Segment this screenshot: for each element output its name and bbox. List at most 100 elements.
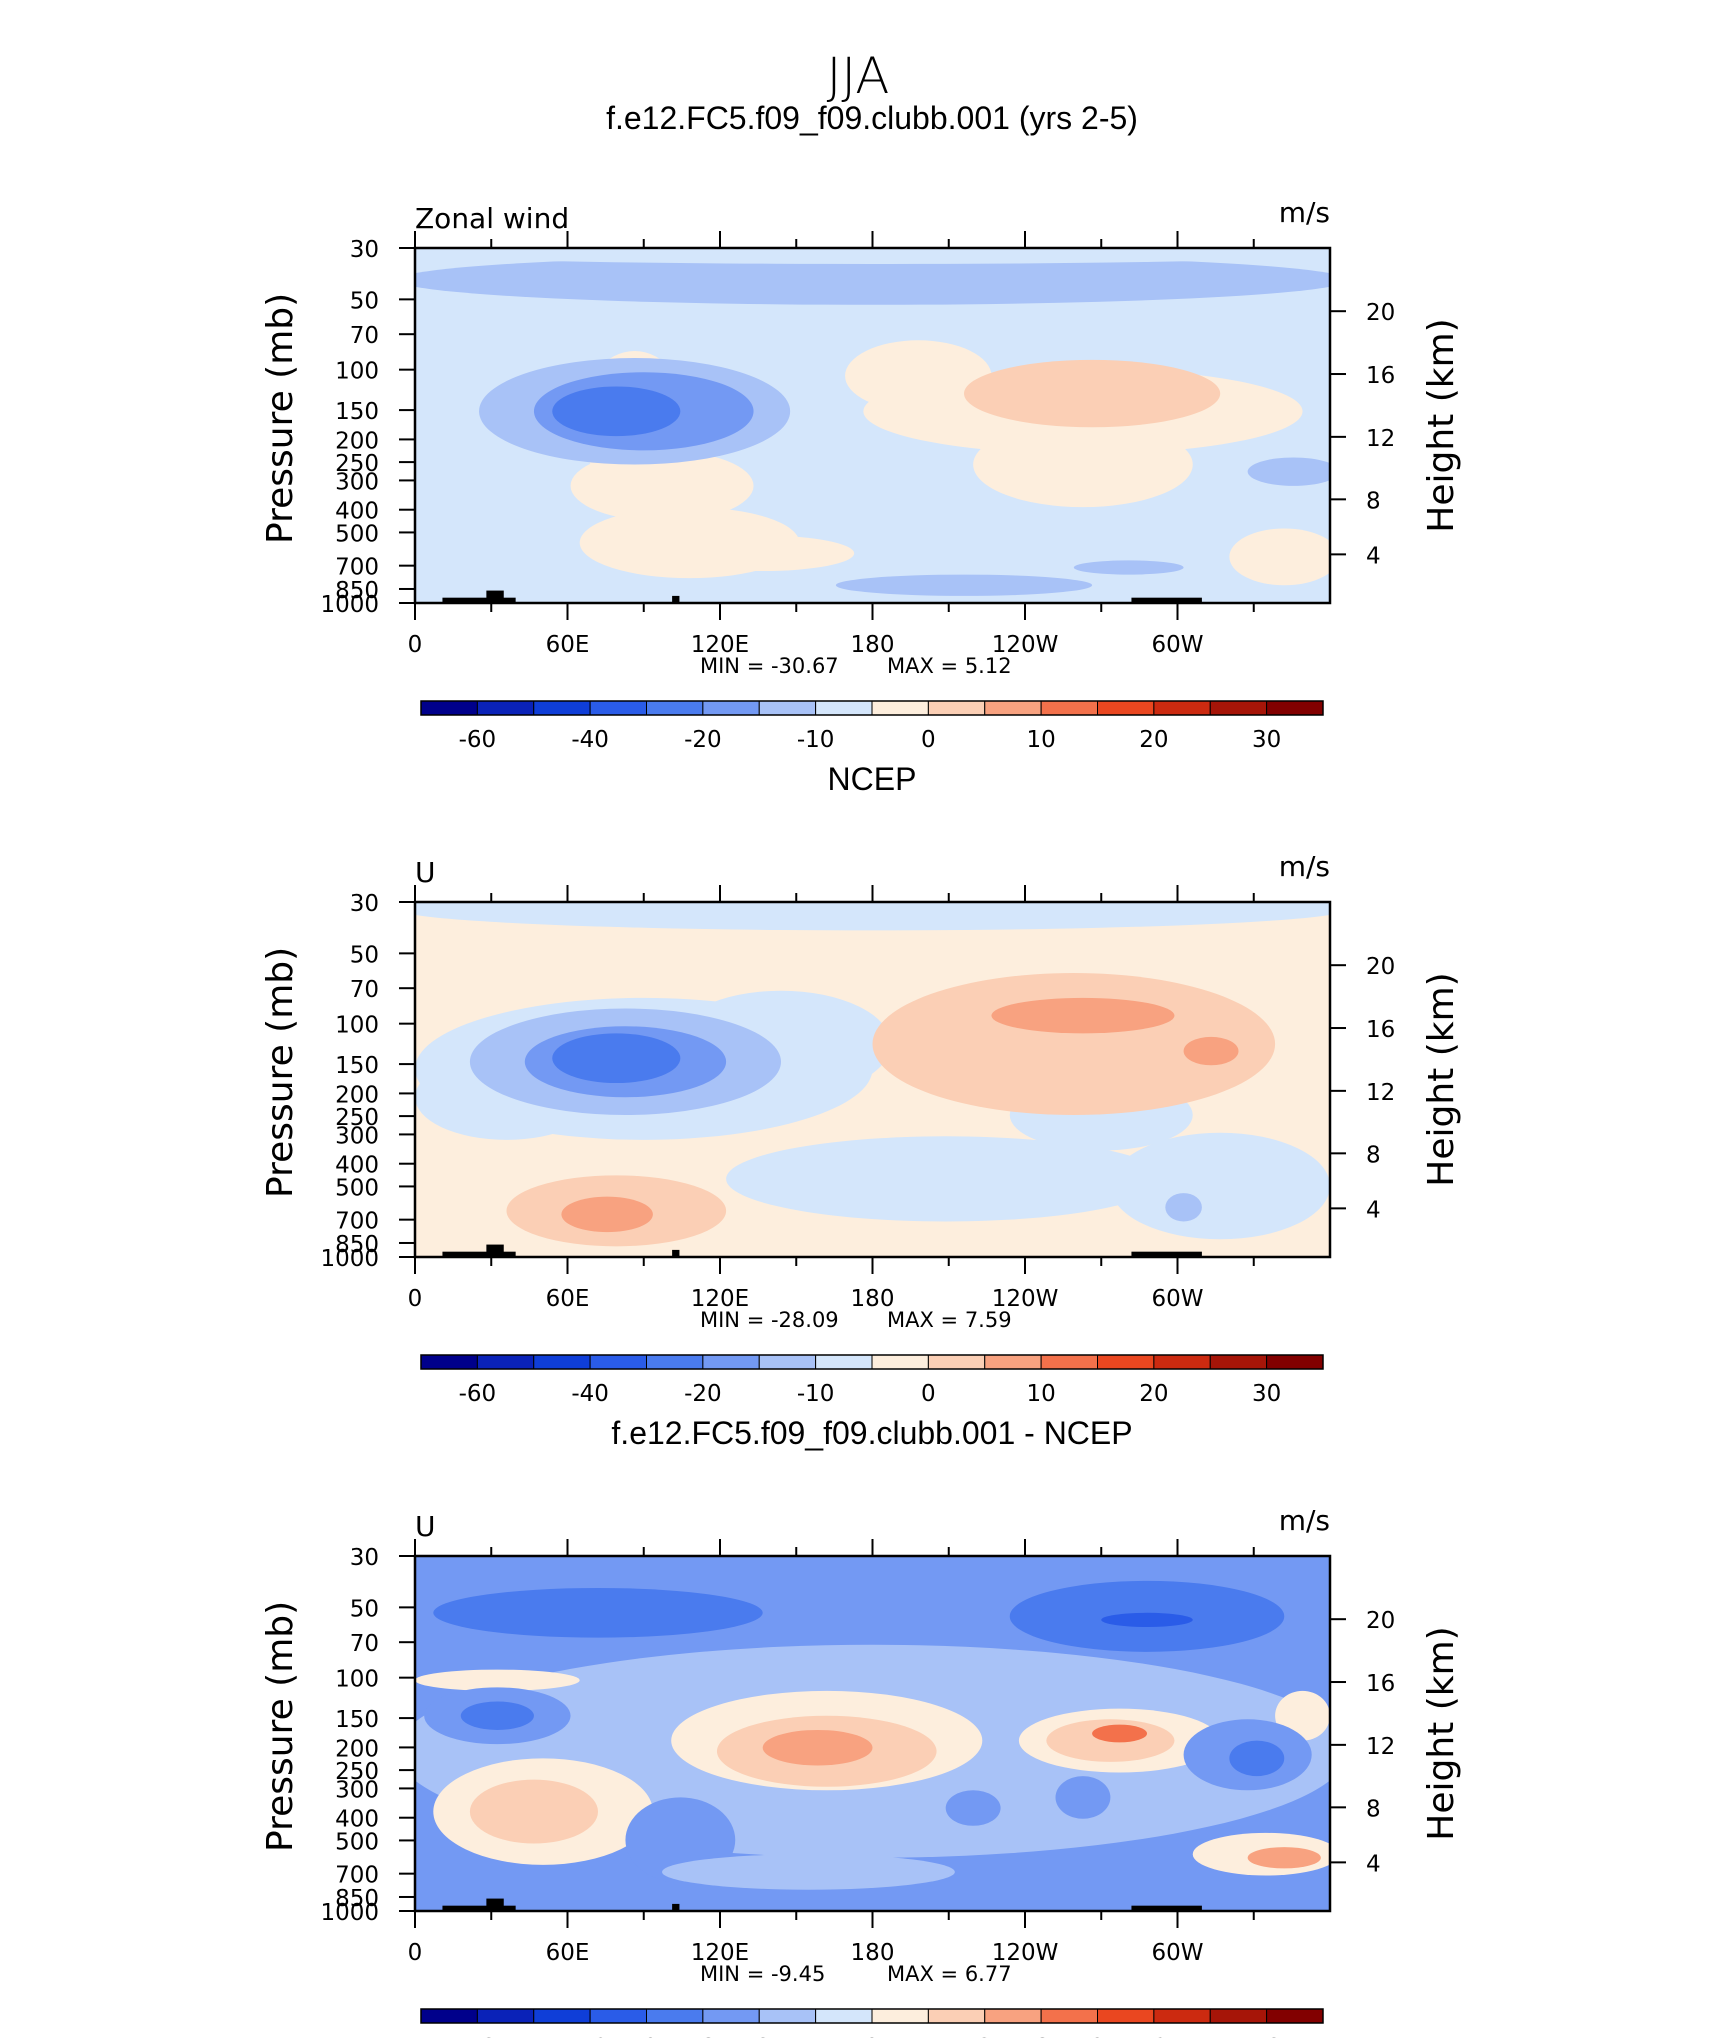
topography	[1131, 1251, 1202, 1257]
y-tick-label: 850	[335, 1232, 379, 1258]
units-label: m/s	[1279, 196, 1330, 229]
x-tick-label: 0	[408, 1286, 423, 1312]
colorbar-box	[420, 700, 478, 716]
y-tick-label: 700	[335, 555, 379, 581]
colorbar-frame	[420, 1354, 1324, 1370]
y-tick-label: 700	[335, 1863, 379, 1889]
colorbar-label: 30	[1252, 1381, 1281, 1407]
contour-region	[570, 450, 754, 522]
topography	[486, 590, 504, 603]
y-tick-label: 300	[335, 1123, 379, 1149]
panel-title: f.e12.FC5.f09_f09.clubb.001 - NCEP	[611, 1415, 1132, 1451]
x-tick-label: 120E	[691, 1940, 749, 1966]
contour-region	[415, 255, 1330, 305]
topography	[672, 1903, 680, 1911]
x-tick-label: 60E	[546, 1940, 590, 1966]
contour-region	[415, 1669, 580, 1691]
y2-tick-label: 20	[1366, 300, 1395, 326]
contour-region	[726, 1136, 1166, 1222]
y2-axis-label: Height (km)	[1421, 1626, 1462, 1840]
colorbar-label: -40	[571, 727, 609, 753]
y-axis-label: Pressure (mb)	[260, 293, 301, 544]
colorbar-box	[871, 2008, 929, 2024]
variable-label: Zonal wind	[415, 202, 569, 235]
colorbar-box	[702, 700, 760, 716]
colorbar-label: -1	[804, 2035, 827, 2038]
colorbar-label: -9	[635, 2035, 658, 2038]
colorbar-label: -10	[797, 1381, 835, 1407]
colorbar-label: 18	[1252, 2035, 1281, 2038]
y-tick-label: 70	[350, 977, 379, 1003]
topography	[672, 1249, 680, 1257]
colorbar-box	[927, 2008, 986, 2024]
y2-axis-label: Height (km)	[1421, 972, 1462, 1186]
colorbar-box	[815, 2008, 873, 2024]
colorbar-label: -20	[684, 1381, 722, 1407]
colorbar-box	[927, 700, 986, 716]
colorbar-box	[1040, 700, 1098, 716]
contour-region	[762, 1729, 873, 1766]
colorbar-label: 10	[1026, 727, 1055, 753]
colorbar-box	[984, 1354, 1042, 1370]
colorbar-label: 12	[1139, 2035, 1168, 2038]
contour-region	[433, 1587, 763, 1638]
colorbar-label: -20	[684, 727, 722, 753]
colorbar-box	[420, 2008, 478, 2024]
y-tick-label: 1000	[320, 592, 379, 618]
panel-title: NCEP	[828, 761, 917, 797]
colorbar-box	[927, 1354, 986, 1370]
colorbar-label: -60	[459, 727, 497, 753]
colorbar-label: 0	[921, 727, 936, 753]
contour-region	[1247, 1847, 1321, 1869]
y-tick-label: 500	[335, 521, 379, 547]
topography	[672, 595, 680, 603]
x-tick-label: 120W	[992, 632, 1059, 658]
y-axis-label: Pressure (mb)	[260, 1601, 301, 1852]
colorbar-label: -18	[459, 2035, 497, 2038]
y2-tick-label: 8	[1366, 488, 1381, 514]
y-tick-label: 150	[335, 1707, 379, 1733]
colorbar-label: 0	[865, 2035, 880, 2038]
y-tick-label: 100	[335, 359, 379, 385]
contour-region	[1092, 1724, 1148, 1743]
colorbar-box	[1153, 2008, 1211, 2024]
contour-region	[973, 421, 1193, 508]
colorbar-box	[589, 1354, 647, 1370]
colorbar-label: -10	[797, 727, 835, 753]
colorbar-box	[758, 2008, 817, 2024]
colorbar-label: -60	[459, 1381, 497, 1407]
chart-panel-3: f.e12.FC5.f09_f09.clubb.001 - NCEP 0 60E 12…	[260, 1415, 1462, 2038]
contour-region	[1055, 1776, 1111, 1819]
variable-label: U	[415, 1510, 436, 1543]
contour-region	[460, 1701, 534, 1730]
y-tick-label: 400	[335, 499, 379, 525]
topography	[442, 597, 516, 603]
colorbar-box	[533, 1354, 591, 1370]
y-tick-label: 200	[335, 428, 379, 454]
contour-field	[415, 902, 1330, 1257]
colorbar-box	[533, 700, 591, 716]
x-tick-label: 120W	[992, 1940, 1059, 1966]
max-label: MAX = 6.77	[887, 1962, 1012, 1986]
topography	[486, 1898, 504, 1911]
colorbar-label: 0	[921, 1381, 936, 1407]
y-tick-label: 100	[335, 1013, 379, 1039]
colorbar-label: 10	[1026, 1381, 1055, 1407]
colorbar-box	[758, 1354, 817, 1370]
y-tick-label: 850	[335, 1886, 379, 1912]
colorbar-label: -15	[515, 2035, 553, 2038]
contour-region	[1073, 560, 1184, 575]
x-tick-label: 60W	[1151, 1940, 1203, 1966]
y-tick-label: 200	[335, 1736, 379, 1762]
colorbar-box	[815, 1354, 873, 1370]
x-tick-label: 120E	[691, 1286, 749, 1312]
min-label: MIN = -30.67	[700, 654, 839, 678]
colorbar-label: 30	[1252, 727, 1281, 753]
x-tick-label: 60W	[1151, 632, 1203, 658]
y-tick-label: 30	[350, 237, 379, 263]
x-tick-label: 120E	[691, 632, 749, 658]
colorbar-box	[702, 1354, 760, 1370]
y-tick-label: 400	[335, 1807, 379, 1833]
topography	[1131, 597, 1202, 603]
y2-tick-label: 8	[1366, 1796, 1381, 1822]
